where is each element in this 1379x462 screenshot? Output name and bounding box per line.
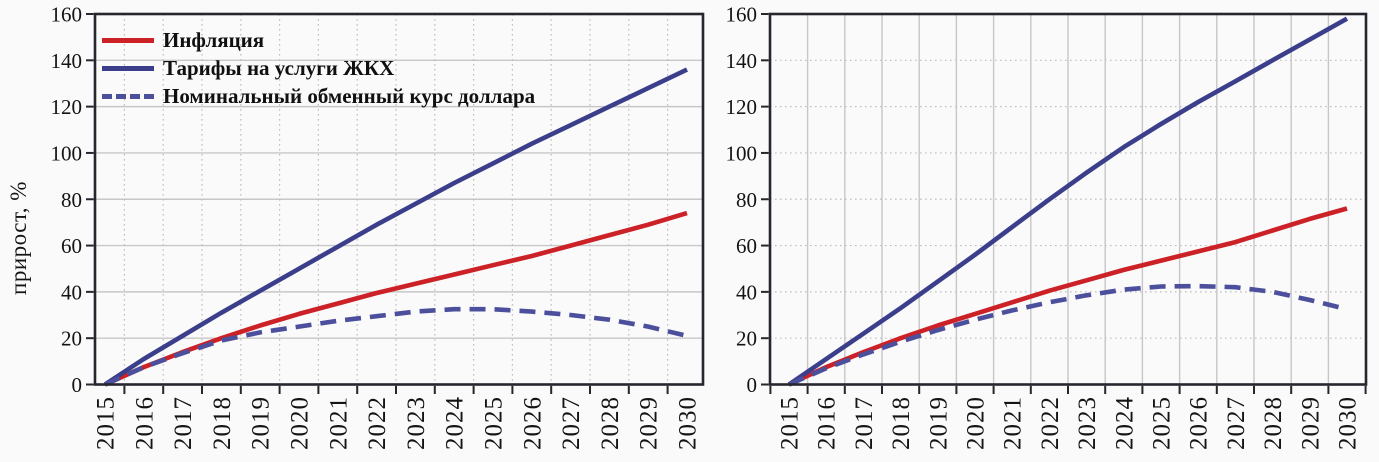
x-tick-label: 2016 [131, 396, 158, 450]
y-tick-label: 20 [736, 327, 757, 351]
x-tick-label: 2028 [597, 396, 624, 450]
x-tick-label: 2015 [777, 396, 804, 450]
x-tick-label: 2024 [1111, 396, 1138, 450]
y-tick-label: 60 [736, 234, 757, 258]
x-tick-label: 2026 [1186, 396, 1213, 450]
y-tick-label: 20 [61, 327, 82, 351]
x-tick-label: 2015 [93, 396, 120, 450]
y-tick-label: 100 [726, 141, 758, 165]
blue-solid-line-icon [102, 65, 154, 71]
legend-label: Тарифы на услуги ЖКХ [163, 55, 395, 80]
series-line-inflation [104, 210, 688, 387]
x-tick-label: 2020 [287, 396, 314, 450]
legend-item-dollar: Номинальный обменный курс доллара [102, 82, 535, 110]
x-tick-label: 2028 [1260, 396, 1287, 450]
x-tick-label: 2020 [963, 396, 990, 450]
x-tick-label: 2029 [1297, 396, 1324, 450]
series-line-tariff [787, 16, 1349, 387]
series-line-inflation [788, 206, 1348, 387]
series-line-tariff [103, 67, 688, 387]
red-solid-line-icon [102, 37, 154, 43]
y-tick-label: 80 [61, 188, 82, 212]
x-tick-label: 2023 [403, 396, 430, 450]
y-tick-label: 120 [51, 95, 83, 119]
y-tick-label: 160 [726, 3, 758, 27]
x-tick-label: 2018 [888, 396, 915, 450]
x-tick-label: 2019 [248, 396, 275, 450]
y-tick-label: 0 [72, 373, 83, 397]
y-tick-label: 120 [726, 95, 758, 119]
y-tick-label: 80 [736, 188, 757, 212]
legend: Инфляция Тарифы на услуги ЖКХ Номинальны… [102, 26, 535, 110]
y-tick-label: 0 [747, 373, 758, 397]
y-axis-title: прирост, % [6, 181, 31, 295]
plot-border [768, 12, 1368, 386]
x-tick-label: 2024 [442, 396, 469, 450]
x-tick-label: 2027 [558, 396, 585, 450]
blue-dashed-line-icon [102, 93, 154, 99]
x-tick-label: 2016 [814, 396, 841, 450]
x-tick-label: 2017 [851, 396, 878, 450]
x-tick-label: 2021 [1000, 396, 1027, 450]
x-tick-label: 2025 [481, 396, 508, 450]
x-tick-label: 2027 [1223, 396, 1250, 450]
plot-border [93, 12, 705, 386]
legend-item-tariff: Тарифы на услуги ЖКХ [102, 54, 535, 82]
x-tick-label: 2026 [519, 396, 546, 450]
x-tick-label: 2029 [636, 396, 663, 450]
x-tick-label: 2023 [1074, 396, 1101, 450]
series-line-dollar [104, 306, 688, 387]
y-tick-label: 160 [51, 3, 83, 27]
x-tick-label: 2022 [364, 396, 391, 450]
y-tick-label: 40 [61, 280, 82, 304]
x-tick-label: 2019 [925, 396, 952, 450]
legend-item-inflation: Инфляция [102, 26, 535, 54]
legend-label: Инфляция [163, 27, 265, 52]
x-tick-label: 2022 [1037, 396, 1064, 450]
y-tick-label: 100 [51, 141, 83, 165]
x-tick-label: 2025 [1149, 396, 1176, 450]
chart-panel-right: 0 20 40 60 80 100 120 140 160 2015 2016 2017 2018 201… [726, 3, 1368, 450]
y-tick-label: 140 [726, 49, 758, 73]
chart-panel-left: 0 20 40 60 80 100 120 140 160 2015 2016 2017 2018 201… [51, 3, 705, 450]
x-tick-label: 2021 [325, 396, 352, 450]
y-tick-label: 40 [736, 280, 757, 304]
x-tick-label: 2018 [209, 396, 236, 450]
x-tick-label: 2017 [170, 396, 197, 450]
x-tick-label: 2030 [675, 396, 702, 450]
x-tick-label: 2030 [1335, 396, 1362, 450]
y-tick-label: 60 [61, 234, 82, 258]
y-tick-label: 140 [51, 49, 83, 73]
series-line-dollar [788, 283, 1348, 387]
legend-label: Номинальный обменный курс доллара [163, 83, 536, 108]
